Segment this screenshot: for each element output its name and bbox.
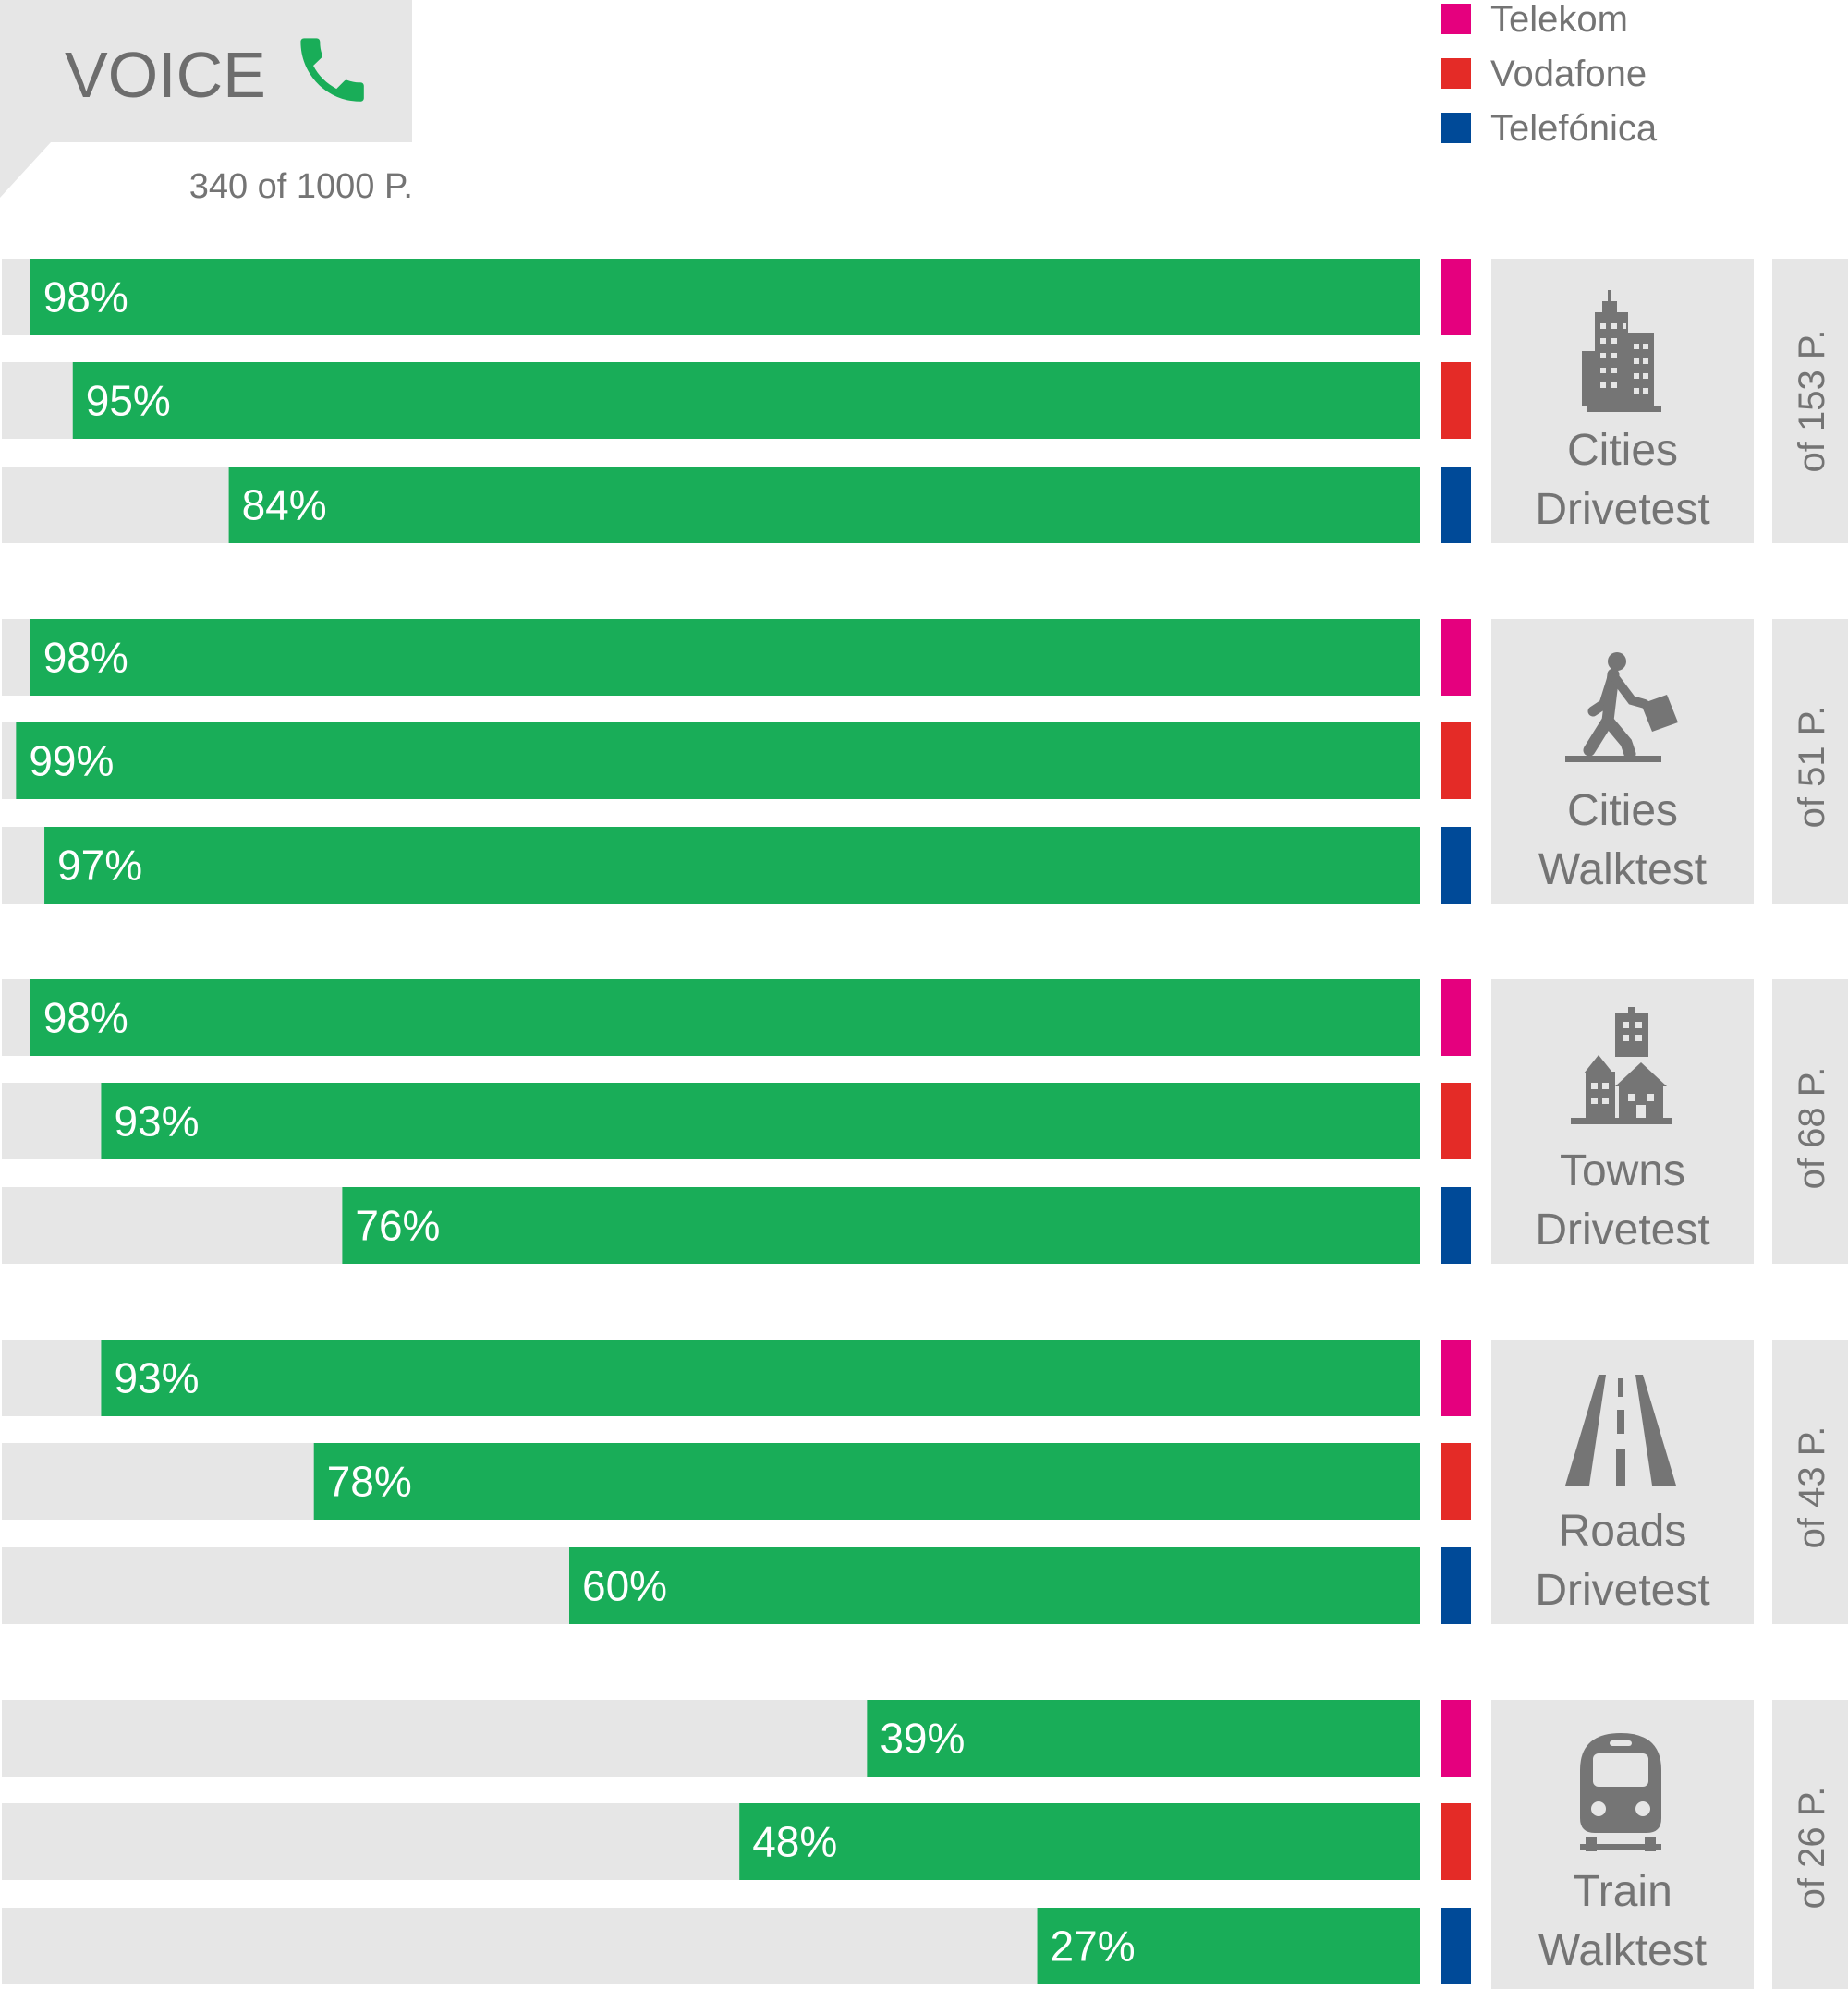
bar-telekom xyxy=(30,619,1421,696)
bar-telekom xyxy=(30,979,1421,1056)
operator-marker-telekom xyxy=(1441,619,1471,696)
legend-label-telefonica: Telefónica xyxy=(1490,108,1658,149)
category-label-line1: Towns xyxy=(1560,1146,1685,1195)
operator-marker-vodafone xyxy=(1441,1803,1471,1880)
bar-telefonica xyxy=(228,467,1421,543)
road-icon xyxy=(1565,1375,1676,1486)
bar-value-label: 48% xyxy=(752,1818,837,1866)
bar-value-label: 93% xyxy=(114,1098,199,1146)
operator-marker-vodafone xyxy=(1441,1083,1471,1159)
bar-telefonica xyxy=(44,827,1420,904)
city-buildings-icon xyxy=(1582,290,1661,412)
points-panel-train-walktest xyxy=(1772,1700,1848,1989)
category-label-line1: Cities xyxy=(1567,426,1678,475)
operator-marker-vodafone xyxy=(1441,362,1471,439)
group-points-label: of 51 P. xyxy=(1792,706,1832,829)
group-points-label: of 26 P. xyxy=(1792,1787,1832,1910)
bar-value-label: 84% xyxy=(242,481,327,529)
bar-value-label: 98% xyxy=(43,994,128,1042)
bar-rows: 98% 95% 84% 98% 99% 97% 98% 93% 76% 93% 78% 60% 39% 4… xyxy=(2,259,1471,1984)
bar-telefonica xyxy=(1037,1908,1420,1984)
category-label-line1: Roads xyxy=(1559,1507,1687,1556)
legend-label-telekom: Telekom xyxy=(1490,0,1628,40)
bar-value-label: 39% xyxy=(880,1715,965,1763)
bar-value-label: 97% xyxy=(57,842,142,890)
bar-vodafone xyxy=(72,362,1420,439)
bar-value-label: 95% xyxy=(86,377,171,425)
category-label-line2: Drivetest xyxy=(1535,1206,1709,1255)
bar-telekom xyxy=(867,1700,1420,1777)
operator-marker-telefonica xyxy=(1441,827,1471,904)
operator-marker-telefonica xyxy=(1441,1908,1471,1984)
operator-marker-telekom xyxy=(1441,259,1471,335)
legend-swatch-vodafone xyxy=(1441,58,1471,89)
category-label-line1: Train xyxy=(1573,1867,1672,1916)
points-summary: 340 of 1000 P. xyxy=(189,167,413,206)
bar-value-label: 98% xyxy=(43,634,128,682)
category-label-line2: Drivetest xyxy=(1535,485,1709,534)
legend-swatch-telefonica xyxy=(1441,113,1471,143)
train-icon xyxy=(1580,1733,1661,1851)
points-panel-cities-walktest xyxy=(1772,619,1848,904)
bar-vodafone xyxy=(739,1803,1420,1880)
bar-value-label: 27% xyxy=(1051,1922,1136,1971)
category-label-line2: Drivetest xyxy=(1535,1566,1709,1615)
operator-marker-vodafone xyxy=(1441,722,1471,799)
group-points-label: of 153 P. xyxy=(1792,330,1832,473)
bar-value-label: 78% xyxy=(327,1458,412,1506)
page-title: VOICE xyxy=(65,39,266,111)
operator-marker-telekom xyxy=(1441,1700,1471,1777)
bar-vodafone xyxy=(16,722,1421,799)
header-card: VOICE 340 of 1000 P. xyxy=(0,0,413,206)
operator-marker-telefonica xyxy=(1441,1547,1471,1624)
bar-vodafone xyxy=(101,1083,1421,1159)
bar-value-label: 76% xyxy=(355,1202,440,1250)
points-panel-roads-drivetest xyxy=(1772,1340,1848,1624)
operator-marker-telefonica xyxy=(1441,1187,1471,1264)
legend-swatch-telekom xyxy=(1441,4,1471,34)
bar-telekom xyxy=(101,1340,1421,1416)
operator-marker-telekom xyxy=(1441,1340,1471,1416)
bar-telefonica xyxy=(569,1547,1420,1624)
group-points-label: of 68 P. xyxy=(1792,1067,1832,1190)
category-label-line2: Walktest xyxy=(1538,845,1707,894)
legend-label-vodafone: Vodafone xyxy=(1490,54,1647,94)
bar-telekom xyxy=(30,259,1421,335)
bar-value-label: 93% xyxy=(114,1354,199,1402)
points-panel-cities-drivetest xyxy=(1772,259,1848,543)
bar-value-label: 60% xyxy=(582,1562,667,1610)
bar-value-label: 98% xyxy=(43,273,128,321)
group-points-label: of 43 P. xyxy=(1792,1426,1832,1549)
town-houses-icon xyxy=(1571,1007,1672,1124)
walking-person-icon xyxy=(1565,652,1678,762)
bar-value-label: 99% xyxy=(29,737,114,785)
phone-icon xyxy=(300,38,364,102)
group-panels: Cities Drivetest of 153 P. Cities Walkte… xyxy=(1491,259,1848,1989)
category-label-line1: Cities xyxy=(1567,786,1678,835)
bar-telefonica xyxy=(342,1187,1420,1264)
operator-marker-vodafone xyxy=(1441,1443,1471,1520)
bar-vodafone xyxy=(313,1443,1421,1520)
legend: Telekom Vodafone Telefónica xyxy=(1441,0,1658,149)
operator-marker-telekom xyxy=(1441,979,1471,1056)
points-panel-towns-drivetest xyxy=(1772,979,1848,1264)
category-label-line2: Walktest xyxy=(1538,1926,1707,1975)
operator-marker-telefonica xyxy=(1441,467,1471,543)
